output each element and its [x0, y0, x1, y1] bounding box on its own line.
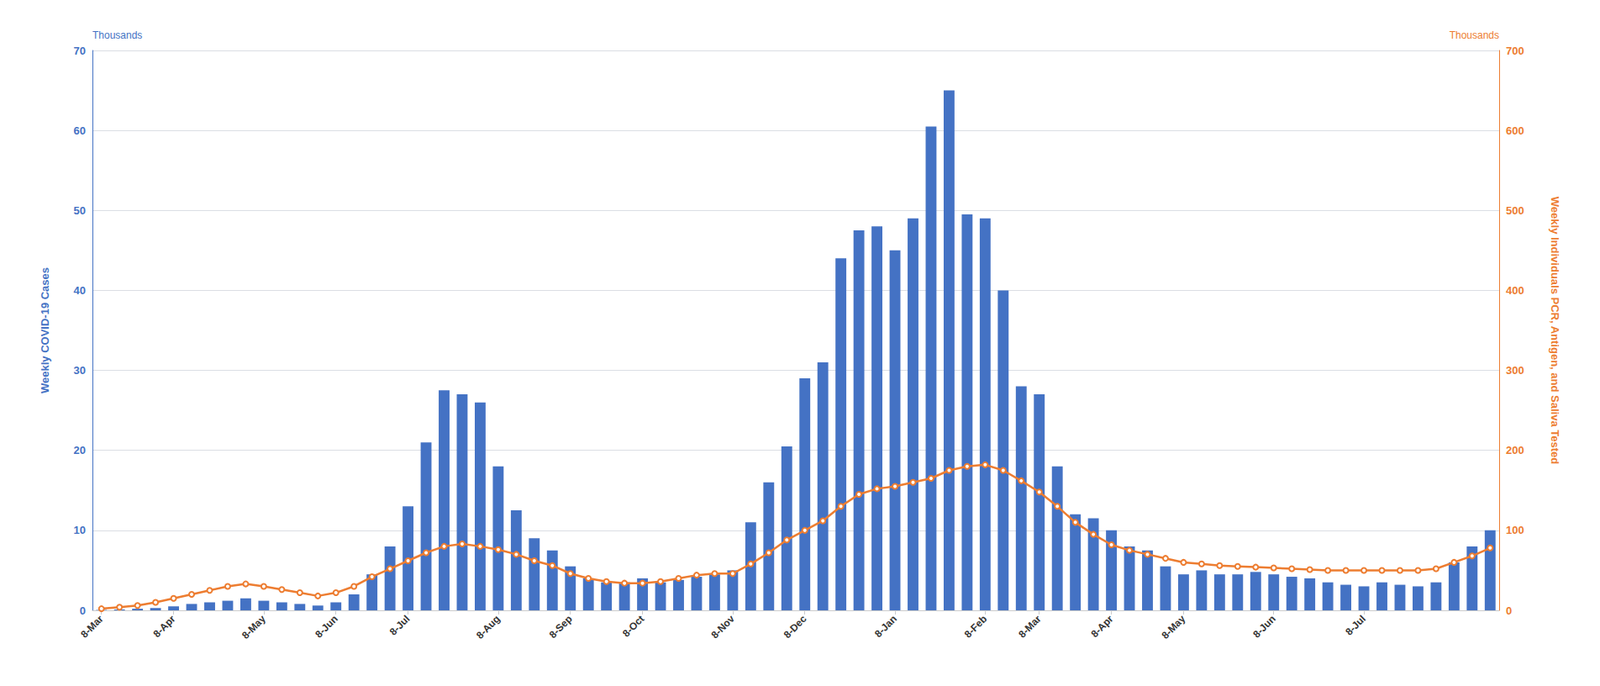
svg-text:Weekly COVID-19 Cases: Weekly COVID-19 Cases: [38, 267, 52, 394]
svg-text:0: 0: [1505, 604, 1512, 617]
svg-text:0: 0: [79, 604, 86, 617]
svg-text:8-Oct: 8-Oct: [620, 612, 648, 640]
svg-text:8-Apr: 8-Apr: [1088, 612, 1116, 640]
svg-text:Thousands: Thousands: [92, 29, 143, 42]
svg-text:8-Jul: 8-Jul: [387, 612, 413, 638]
svg-text:8-Mar: 8-Mar: [78, 612, 106, 641]
svg-text:8-Jan: 8-Jan: [872, 612, 900, 640]
svg-text:700: 700: [1505, 44, 1525, 58]
svg-text:8-Dec: 8-Dec: [781, 612, 810, 641]
svg-text:Thousands: Thousands: [1449, 29, 1500, 42]
svg-text:60: 60: [73, 124, 86, 137]
svg-text:30: 30: [73, 363, 86, 377]
svg-text:400: 400: [1505, 284, 1525, 297]
svg-text:8-May: 8-May: [239, 612, 269, 642]
svg-text:600: 600: [1505, 124, 1525, 137]
svg-text:8-Aug: 8-Aug: [473, 612, 503, 642]
svg-text:8-Jul: 8-Jul: [1342, 612, 1369, 638]
svg-text:8-Nov: 8-Nov: [708, 612, 737, 642]
svg-text:8-Jun: 8-Jun: [1250, 612, 1279, 641]
svg-text:300: 300: [1505, 363, 1525, 377]
svg-text:8-Sep: 8-Sep: [547, 612, 575, 641]
svg-text:50: 50: [73, 204, 86, 217]
svg-text:8-Feb: 8-Feb: [962, 612, 990, 641]
svg-text:200: 200: [1505, 443, 1525, 457]
svg-text:8-Apr: 8-Apr: [150, 612, 178, 640]
svg-text:70: 70: [73, 44, 86, 58]
svg-text:8-Mar: 8-Mar: [1015, 612, 1044, 641]
svg-text:20: 20: [73, 443, 86, 457]
svg-text:10: 10: [73, 523, 86, 537]
svg-text:100: 100: [1505, 523, 1525, 537]
svg-text:8-Jun: 8-Jun: [312, 612, 341, 641]
svg-text:8-May: 8-May: [1158, 612, 1188, 642]
svg-text:500: 500: [1505, 204, 1525, 217]
svg-text:Weekly Individuals PCR, Antige: Weekly Individuals PCR, Antigen, and Sal…: [1548, 196, 1562, 464]
svg-text:40: 40: [73, 284, 86, 297]
